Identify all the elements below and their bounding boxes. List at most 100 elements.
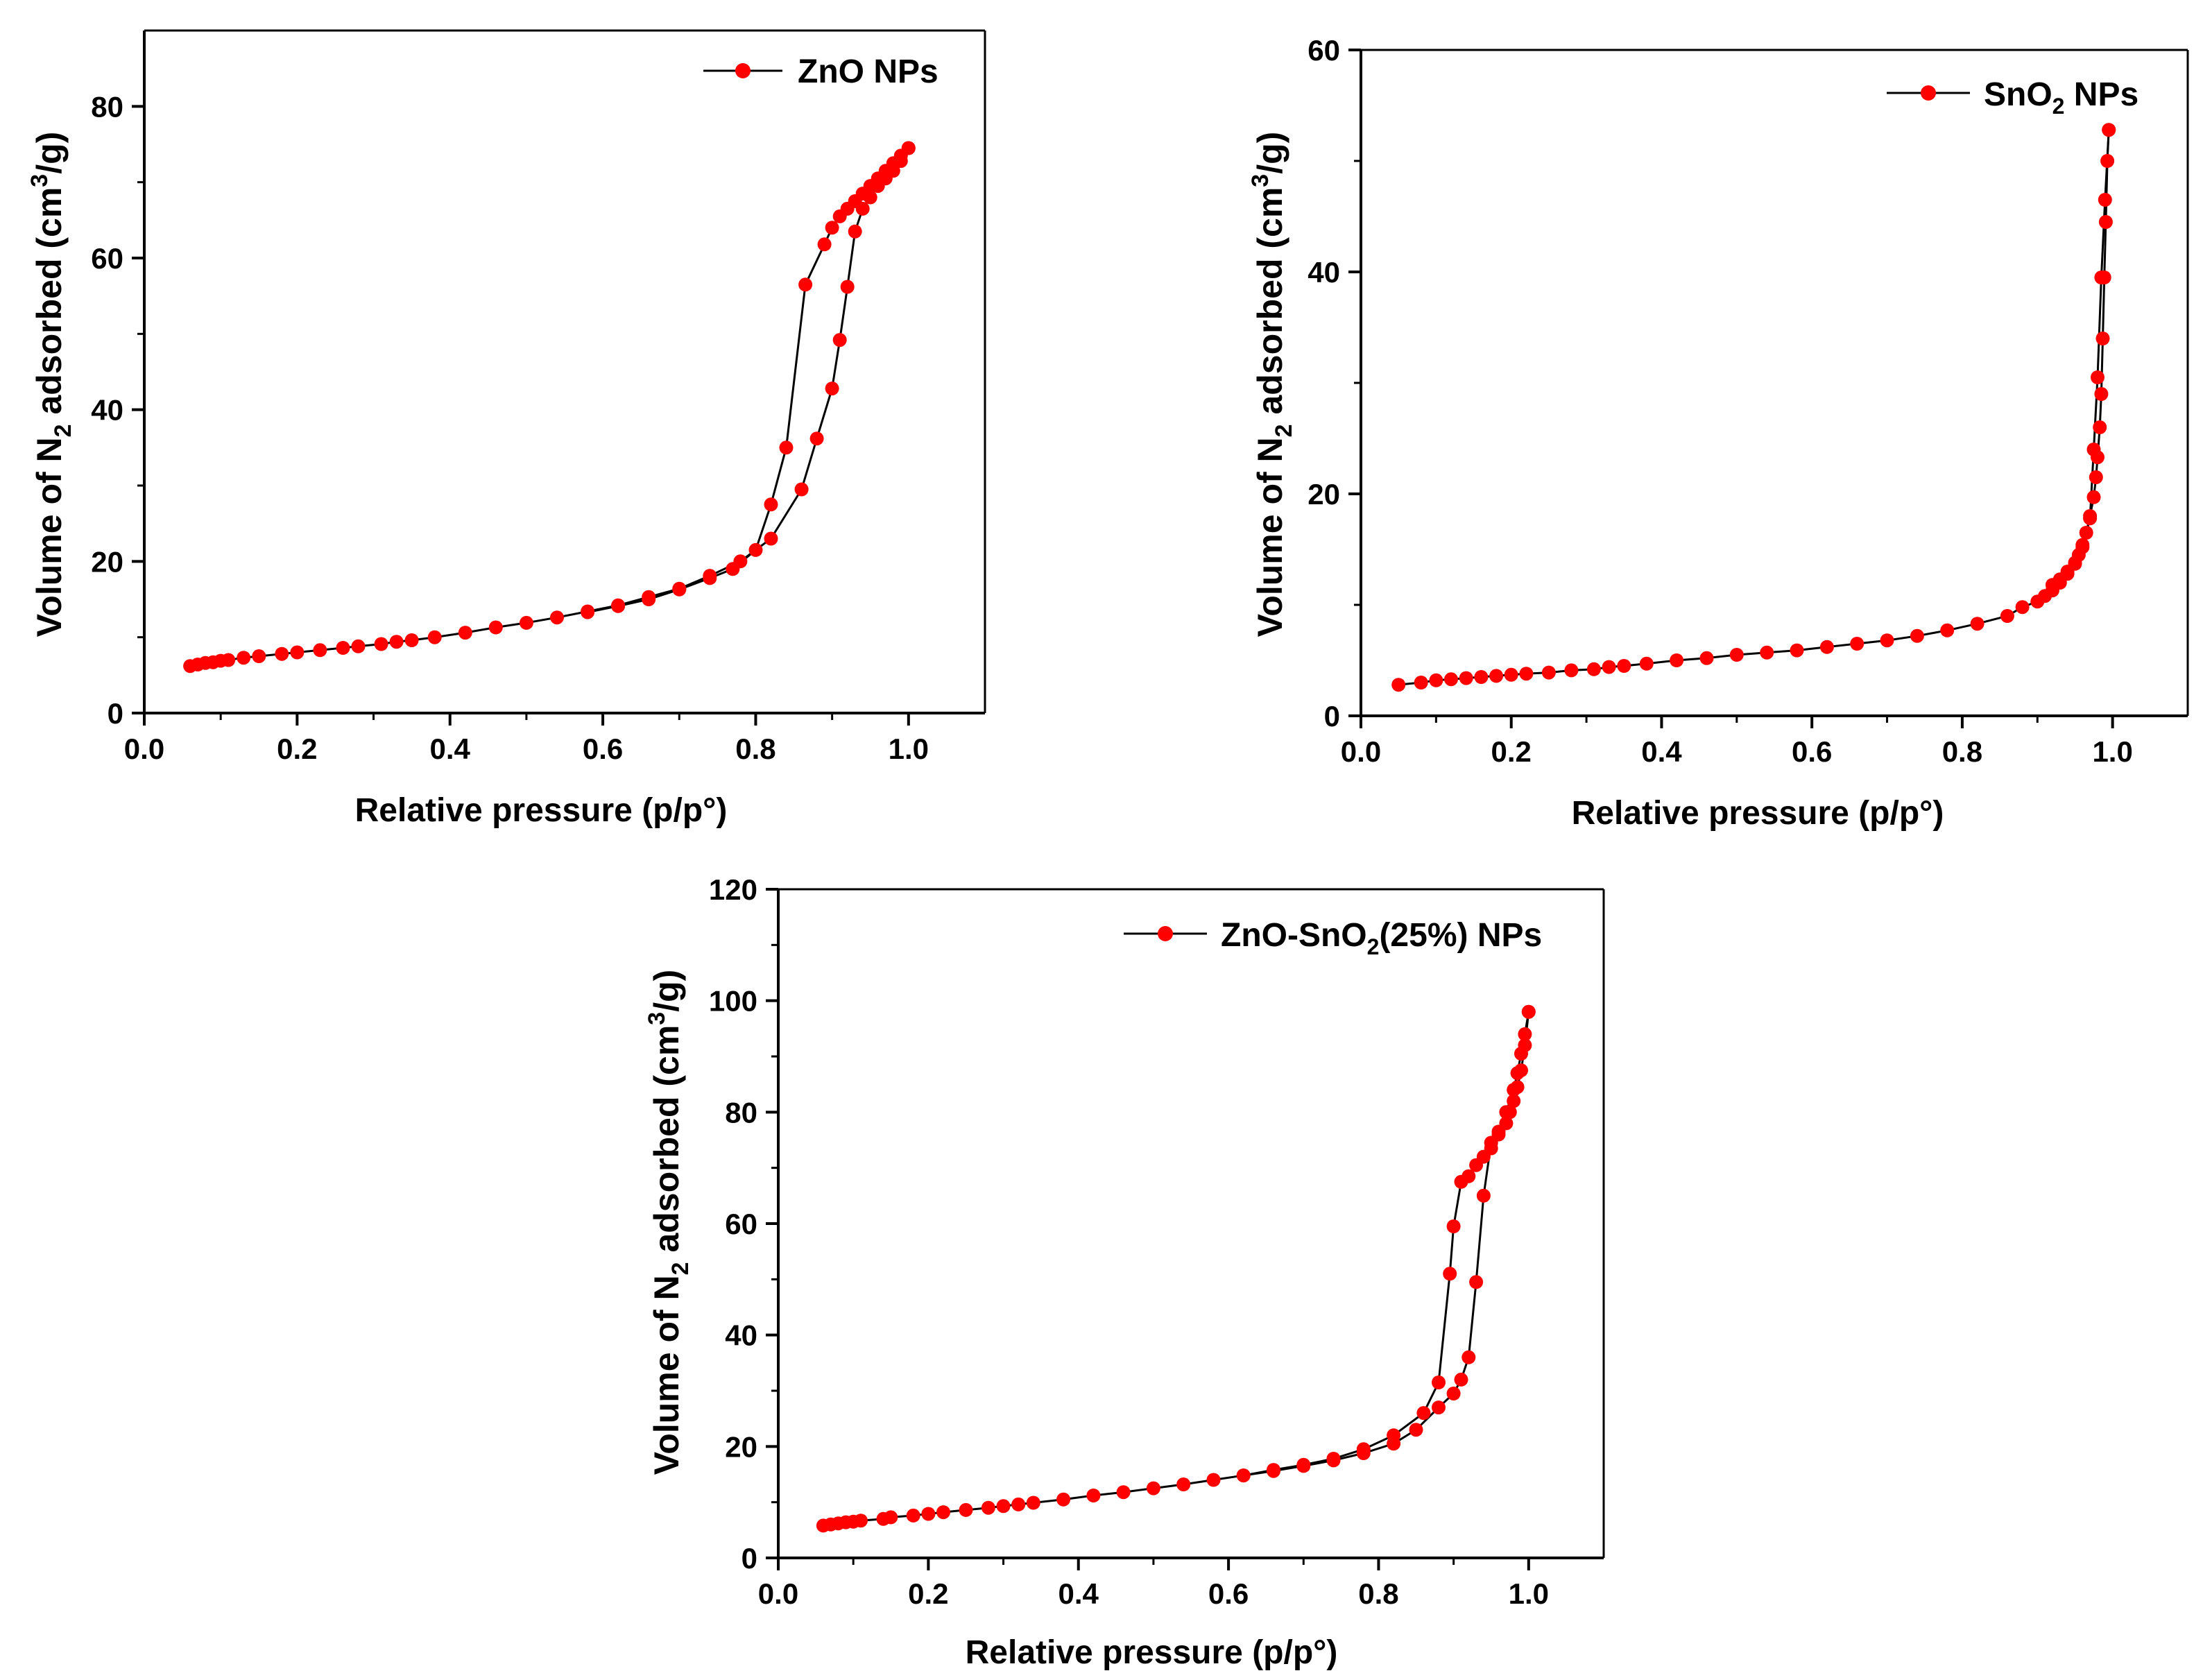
desorption-point — [1521, 1004, 1536, 1019]
adsorption-point — [794, 482, 809, 497]
adsorption-point — [1444, 672, 1458, 687]
chart-panel-zno-sno2: Volume of N2 adsorbed (cm3/g) Relative p… — [644, 873, 1605, 1671]
y-tick-label: 40 — [91, 394, 123, 427]
adsorption-point — [906, 1508, 920, 1523]
y-tick-label: 40 — [1308, 256, 1340, 289]
adsorption-point — [884, 1510, 898, 1525]
desorption-point — [703, 571, 717, 585]
desorption-point — [2089, 470, 2103, 484]
adsorption-point — [1011, 1497, 1026, 1511]
desorption-point — [1514, 1047, 1528, 1061]
plot-layer: 0.0 0.2 0.4 0.6 0.8 1.0 0 20 40 60 80 100 120 — [709, 873, 1605, 1610]
x-tick-label: 0.0 — [124, 732, 164, 765]
adsorption-point — [2091, 370, 2105, 384]
x-tick-label: 0.0 — [1341, 735, 1381, 768]
x-tick-label: 0.4 — [430, 732, 471, 765]
adsorption-point — [1409, 1423, 1423, 1437]
legend-label: ZnO NPs — [798, 53, 938, 90]
legend-marker — [1921, 85, 1936, 101]
x-tick-label: 0.4 — [1641, 735, 1682, 768]
desorption-point — [1507, 1083, 1521, 1097]
plot-layer: 0.0 0.2 0.4 0.6 0.8 1.0 0 20 40 60 — [1308, 34, 2189, 768]
adsorption-point — [1476, 1188, 1491, 1203]
adsorption-point — [1729, 648, 1744, 662]
adsorption-point — [1461, 1350, 1476, 1364]
adsorption-point — [336, 641, 350, 655]
adsorption-point — [1176, 1477, 1191, 1491]
x-tick-label: 0.6 — [1792, 735, 1832, 768]
adsorption-point — [550, 610, 564, 625]
adsorption-point — [1432, 1400, 1446, 1415]
desorption-point — [748, 542, 763, 557]
adsorption-point — [840, 280, 855, 294]
x-tick-label: 0.8 — [735, 732, 775, 765]
legend-label: ZnO-SnO2(25%) NPs — [1221, 917, 1542, 959]
adsorption-point — [764, 531, 778, 546]
desorption-point — [2083, 509, 2098, 523]
adsorption-point — [2098, 193, 2112, 207]
desorption-point — [764, 497, 778, 512]
legend-marker — [1158, 926, 1173, 941]
y-tick-label: 0 — [108, 697, 123, 730]
y-tick-label: 0 — [742, 1542, 757, 1575]
adsorption-point — [981, 1500, 995, 1515]
adsorption-point — [1446, 1387, 1461, 1400]
adsorption-point — [351, 639, 366, 653]
adsorption-point — [1639, 656, 1654, 671]
adsorption-point — [1970, 617, 1985, 631]
adsorption-point — [1541, 665, 1556, 680]
y-tick-label: 20 — [1308, 478, 1340, 511]
adsorption-point — [1499, 1116, 1514, 1131]
desorption-point — [1296, 1457, 1311, 1472]
adsorption-line — [189, 147, 910, 667]
adsorption-point — [458, 626, 472, 640]
desorption-point — [1469, 1158, 1484, 1172]
adsorption-point — [825, 382, 839, 396]
adsorption-point — [848, 224, 862, 239]
desorption-point — [2091, 450, 2105, 465]
desorption-point — [1387, 1428, 1401, 1443]
adsorption-point — [1819, 640, 1834, 654]
desorption-point — [1416, 1406, 1431, 1421]
desorption-point — [2102, 123, 2116, 137]
adsorption-point — [1454, 1372, 1468, 1387]
desorption-point — [832, 209, 847, 223]
adsorption-point — [1586, 662, 1601, 676]
adsorption-point — [1564, 663, 1579, 678]
adsorption-point — [488, 620, 503, 635]
adsorption-point — [252, 649, 266, 663]
adsorption-point — [832, 333, 847, 348]
adsorption-point — [1940, 623, 1955, 637]
adsorption-point — [1602, 660, 1616, 674]
y-axis-label: Volume of N2 adsorbed (cm3/g) — [1247, 132, 1297, 637]
desorption-point — [581, 605, 595, 619]
x-axis-label: Relative pressure (p/p°) — [1572, 795, 1944, 832]
x-tick-label: 0.8 — [1942, 735, 1982, 768]
desorption-point — [2098, 215, 2113, 229]
adsorption-point — [1116, 1485, 1131, 1500]
y-axis-label: Volume of N2 adsorbed (cm3/g) — [26, 132, 76, 637]
y-axis-label: Volume of N2 adsorbed (cm3/g) — [644, 970, 694, 1475]
desorption-point — [2097, 271, 2111, 284]
x-tick-label: 1.0 — [889, 732, 929, 765]
adsorption-point — [959, 1502, 973, 1517]
legend-marker — [735, 63, 751, 78]
desorption-point — [726, 562, 740, 576]
desorption-point — [2093, 420, 2107, 434]
legend: ZnO NPs — [703, 53, 938, 90]
desorption-point — [2095, 332, 2110, 345]
desorption-point — [1491, 1127, 1506, 1142]
x-tick-label: 0.4 — [1058, 1577, 1099, 1610]
adsorption-point — [275, 646, 289, 661]
x-tick-label: 0.0 — [758, 1577, 798, 1610]
y-tick-label: 100 — [709, 985, 757, 1018]
desorption-point — [2094, 387, 2109, 401]
desorption-point — [1499, 1105, 1514, 1120]
y-tick-label: 60 — [91, 242, 123, 275]
adsorption-point — [2000, 609, 2014, 623]
desorption-point — [1267, 1463, 1280, 1477]
adsorption-point — [427, 630, 442, 644]
adsorption-point — [1489, 669, 1504, 683]
adsorption-point — [404, 633, 419, 647]
